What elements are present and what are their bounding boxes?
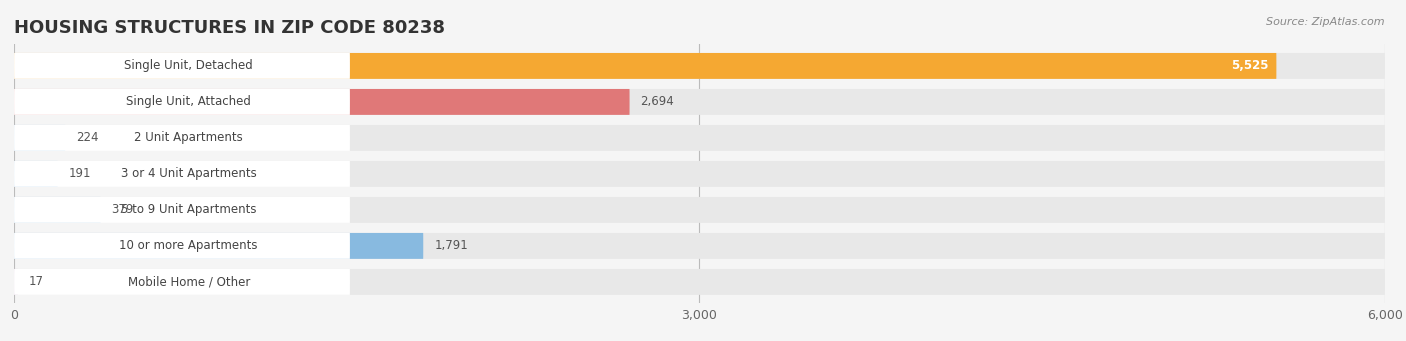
Text: Mobile Home / Other: Mobile Home / Other <box>128 276 250 288</box>
FancyBboxPatch shape <box>14 161 1385 187</box>
FancyBboxPatch shape <box>14 197 350 223</box>
FancyBboxPatch shape <box>14 161 350 187</box>
FancyBboxPatch shape <box>14 269 1385 295</box>
FancyBboxPatch shape <box>14 269 350 295</box>
Text: 2,694: 2,694 <box>641 95 675 108</box>
FancyBboxPatch shape <box>14 89 1385 115</box>
FancyBboxPatch shape <box>14 89 630 115</box>
Text: 5 to 9 Unit Apartments: 5 to 9 Unit Apartments <box>121 203 256 217</box>
FancyBboxPatch shape <box>14 233 423 259</box>
Text: Source: ZipAtlas.com: Source: ZipAtlas.com <box>1267 17 1385 27</box>
FancyBboxPatch shape <box>14 125 350 151</box>
FancyBboxPatch shape <box>14 269 18 295</box>
Text: Single Unit, Detached: Single Unit, Detached <box>124 59 253 72</box>
FancyBboxPatch shape <box>14 89 350 115</box>
Text: 3 or 4 Unit Apartments: 3 or 4 Unit Apartments <box>121 167 256 180</box>
FancyBboxPatch shape <box>14 53 1277 79</box>
FancyBboxPatch shape <box>14 197 101 223</box>
FancyBboxPatch shape <box>14 53 1385 79</box>
FancyBboxPatch shape <box>14 233 1385 259</box>
FancyBboxPatch shape <box>14 125 1385 151</box>
Text: 224: 224 <box>76 131 98 145</box>
FancyBboxPatch shape <box>14 197 1385 223</box>
Text: Single Unit, Attached: Single Unit, Attached <box>127 95 252 108</box>
Text: 2 Unit Apartments: 2 Unit Apartments <box>135 131 243 145</box>
Text: 191: 191 <box>69 167 91 180</box>
Text: 10 or more Apartments: 10 or more Apartments <box>120 239 257 252</box>
Text: 1,791: 1,791 <box>434 239 468 252</box>
FancyBboxPatch shape <box>14 53 350 79</box>
Text: 17: 17 <box>30 276 44 288</box>
Text: HOUSING STRUCTURES IN ZIP CODE 80238: HOUSING STRUCTURES IN ZIP CODE 80238 <box>14 19 446 37</box>
FancyBboxPatch shape <box>14 125 65 151</box>
FancyBboxPatch shape <box>14 233 350 259</box>
FancyBboxPatch shape <box>14 161 58 187</box>
Text: 5,525: 5,525 <box>1230 59 1268 72</box>
Text: 379: 379 <box>111 203 134 217</box>
